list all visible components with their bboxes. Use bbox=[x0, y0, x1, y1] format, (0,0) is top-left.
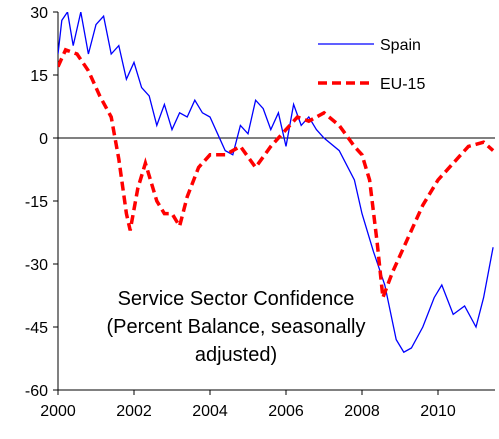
x-tick-label: 2002 bbox=[116, 403, 152, 420]
legend-label: EU-15 bbox=[380, 76, 425, 93]
y-tick-label: -15 bbox=[25, 194, 48, 211]
y-tick-label: -45 bbox=[25, 320, 48, 337]
y-tick-label: 0 bbox=[39, 131, 48, 148]
x-tick-label: 2004 bbox=[192, 403, 228, 420]
y-tick-label: -30 bbox=[25, 257, 48, 274]
series-line bbox=[58, 12, 494, 354]
chart-title: Service Sector Confidence bbox=[118, 288, 355, 310]
y-tick-label: 15 bbox=[30, 68, 48, 85]
chart-title: adjusted) bbox=[195, 344, 277, 366]
x-tick-label: 2000 bbox=[40, 403, 76, 420]
chart-title: (Percent Balance, seasonally bbox=[106, 316, 365, 338]
x-tick-label: 2006 bbox=[268, 403, 304, 420]
plot bbox=[58, 12, 495, 354]
x-tick-label: 2010 bbox=[420, 403, 456, 420]
y-tick-label: 30 bbox=[30, 5, 48, 22]
y-tick-label: -60 bbox=[25, 383, 48, 400]
x-tick-label: 2008 bbox=[344, 403, 380, 420]
legend-label: Spain bbox=[380, 37, 421, 54]
series-line bbox=[58, 47, 495, 299]
